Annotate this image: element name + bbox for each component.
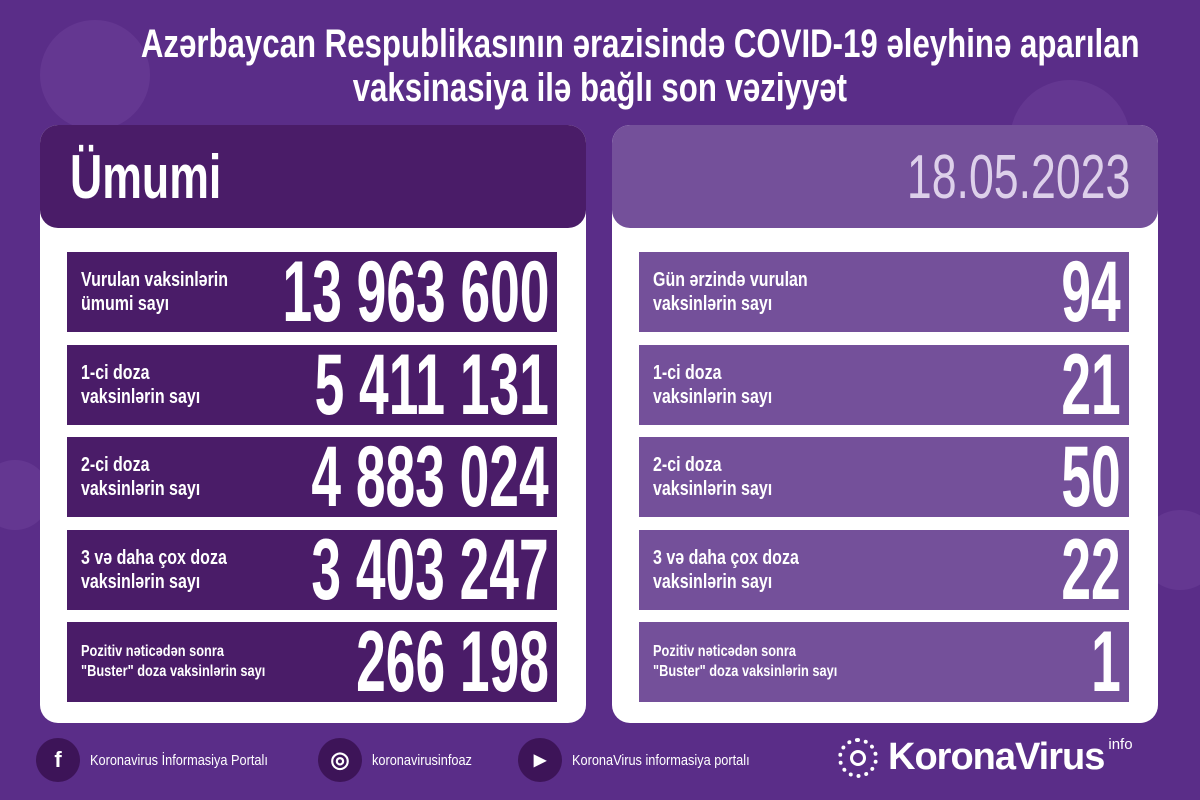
youtube-link[interactable]: ▶ KoronaVirus informasiya portalı: [518, 738, 781, 782]
instagram-link[interactable]: ◎ koronavirusinfoaz: [318, 738, 490, 782]
stat-label: 2-ci doza vaksinlərin sayı: [81, 454, 201, 500]
stat-value: 94: [1061, 244, 1121, 340]
stat-row-dose1: 1-ci doza vaksinlərin sayı 5 411 131: [67, 341, 557, 429]
daily-panel: 18.05.2023 Gün ərzində vurulan vaksinləri…: [612, 125, 1158, 723]
page-title: Azərbaycan Respublikasının ərazisində CO…: [0, 22, 1200, 110]
stat-value: 50: [1061, 429, 1121, 525]
stat-value: 266 198: [356, 614, 549, 710]
stat-row-daily-dose1: 1-ci doza vaksinlərin sayı 21: [639, 341, 1129, 429]
instagram-icon: ◎: [318, 738, 362, 782]
stat-value: 4 883 024: [311, 429, 549, 525]
stat-row-daily-dose3: 3 və daha çox doza vaksinlərin sayı 22: [639, 526, 1129, 614]
facebook-icon: f: [36, 738, 80, 782]
facebook-link[interactable]: f Koronavirus İnformasiya Portalı: [36, 738, 299, 782]
stat-row-total: Vurulan vaksinlərin ümumi sayı 13 963 600: [67, 248, 557, 336]
stat-label: Gün ərzində vurulan vaksinlərin sayı: [653, 269, 808, 315]
total-panel: Ümumi Vurulan vaksinlərin ümumi sayı 13 9…: [40, 125, 586, 723]
youtube-icon: ▶: [518, 738, 562, 782]
total-heading: Ümumi: [70, 143, 222, 212]
stat-row-daily-total: Gün ərzində vurulan vaksinlərin sayı 94: [639, 248, 1129, 336]
stat-label: Pozitiv nəticədən sonra "Buster" doza vak…: [81, 643, 266, 680]
stat-label: 2-ci doza vaksinlərin sayı: [653, 454, 773, 500]
stat-row-daily-booster: Pozitiv nəticədən sonra "Buster" doza vak…: [639, 618, 1129, 706]
stat-row-daily-dose2: 2-ci doza vaksinlərin sayı 50: [639, 433, 1129, 521]
stat-label: 3 və daha çox doza vaksinlərin sayı: [653, 547, 799, 593]
logo-sup: info: [1108, 736, 1133, 753]
stat-value: 3 403 247: [311, 522, 549, 618]
stat-label: 3 və daha çox doza vaksinlərin sayı: [81, 547, 227, 593]
facebook-text: Koronavirus İnformasiya Portalı: [90, 751, 268, 769]
virus-decoration-icon: [40, 20, 150, 130]
stat-value: 22: [1061, 522, 1121, 618]
koronavirus-logo: KoronaVirus info: [838, 736, 1133, 779]
youtube-text: KoronaVirus informasiya portalı: [572, 751, 750, 769]
date-label: 18.05.2023: [906, 143, 1130, 212]
stat-value: 5 411 131: [314, 337, 549, 433]
stat-label: Pozitiv nəticədən sonra "Buster" doza vak…: [653, 643, 838, 680]
stat-label: 1-ci doza vaksinlərin sayı: [653, 362, 773, 408]
stat-value: 13 963 600: [282, 244, 549, 340]
sun-virus-icon: [838, 737, 878, 778]
stat-label: 1-ci doza vaksinlərin sayı: [81, 362, 201, 408]
stat-label: Vurulan vaksinlərin ümumi sayı: [81, 269, 229, 315]
stat-row-booster: Pozitiv nəticədən sonra "Buster" doza vak…: [67, 618, 557, 706]
instagram-text: koronavirusinfoaz: [372, 751, 472, 769]
daily-header: 18.05.2023: [612, 125, 1158, 228]
stat-value: 21: [1061, 337, 1121, 433]
title-line-1: Azərbaycan Respublikasının ərazisində CO…: [140, 22, 1140, 66]
title-line-2: vaksinasiya ilə bağlı son vəziyyət: [352, 66, 848, 110]
stat-row-dose3: 3 və daha çox doza vaksinlərin sayı 3 403…: [67, 526, 557, 614]
stat-value: 1: [1091, 614, 1121, 710]
total-header: Ümumi: [40, 125, 586, 228]
stat-row-dose2: 2-ci doza vaksinlərin sayı 4 883 024: [67, 433, 557, 521]
logo-name: KoronaVirus: [888, 736, 1105, 778]
